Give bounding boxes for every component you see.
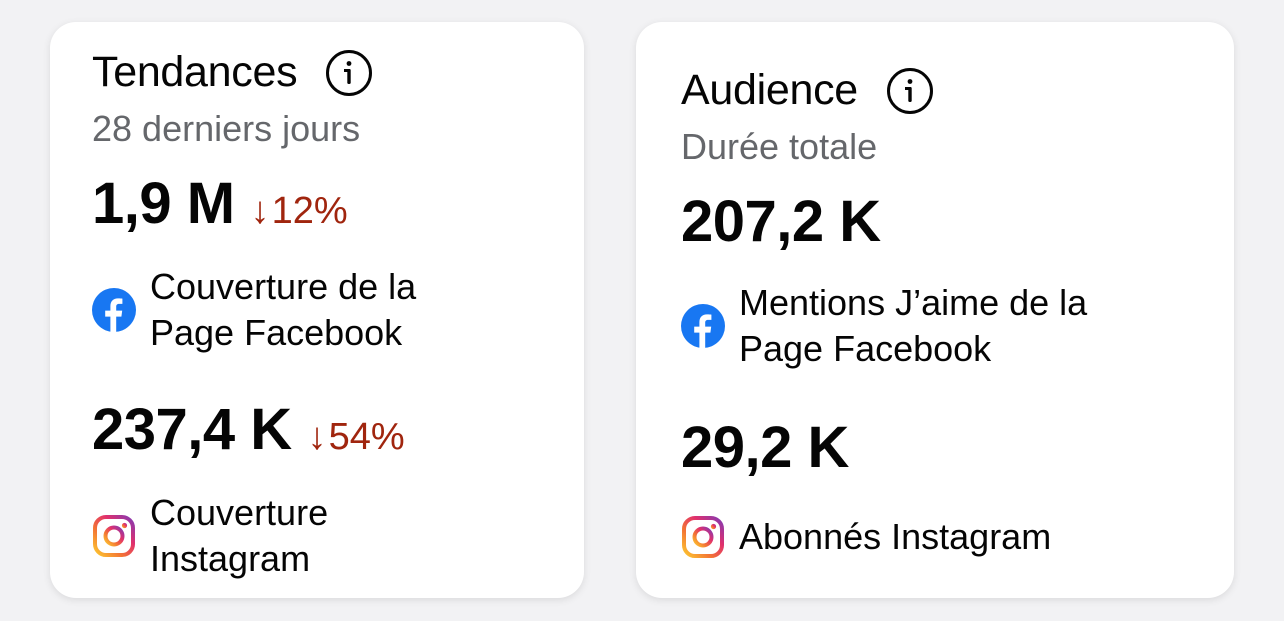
instagram-icon — [92, 514, 136, 558]
metric-facebook-likes: 207,2 K — [681, 188, 881, 255]
metric-delta: ↓ 54% — [308, 416, 405, 459]
instagram-icon — [681, 515, 725, 559]
metric-label: Couverture Instagram — [150, 490, 328, 582]
metric-instagram-reach: 237,4 K ↓ 54% — [92, 396, 405, 463]
metric-value: 207,2 K — [681, 189, 881, 254]
metric-label-row: Couverture de la Page Facebook — [92, 264, 416, 356]
label-line: Couverture de la — [150, 266, 417, 307]
facebook-icon — [681, 304, 725, 348]
card-header: Audience — [681, 66, 934, 115]
card-subtitle: Durée totale — [681, 126, 878, 167]
info-icon[interactable] — [325, 49, 373, 97]
metric-delta: ↓ 12% — [251, 190, 348, 233]
trends-card[interactable]: Tendances 28 derniers jours 1,9 M ↓ 12% … — [50, 22, 584, 598]
info-icon[interactable] — [886, 67, 934, 115]
metric-instagram-followers: 29,2 K — [681, 414, 849, 481]
card-title: Audience — [681, 66, 858, 114]
metric-facebook-reach: 1,9 M ↓ 12% — [92, 170, 348, 237]
metric-label: Abonnés Instagram — [739, 514, 1051, 560]
label-line: Mentions J’aime de la — [739, 282, 1088, 323]
audience-card[interactable]: Audience Durée totale 207,2 K Mentions J… — [636, 22, 1234, 598]
metric-label-row: Mentions J’aime de la Page Facebook — [681, 280, 1087, 372]
label-line: Page Facebook — [739, 328, 992, 369]
facebook-icon — [92, 288, 136, 332]
card-header: Tendances — [92, 48, 373, 97]
arrow-down-icon: ↓ — [307, 416, 327, 458]
metric-value: 29,2 K — [681, 415, 849, 480]
label-line: Abonnés Instagram — [739, 516, 1052, 557]
label-line: Page Facebook — [150, 312, 403, 353]
metric-value: 1,9 M — [92, 171, 235, 236]
metric-label-row: Abonnés Instagram — [681, 514, 1051, 560]
delta-value: 12% — [271, 190, 348, 232]
metric-label: Couverture de la Page Facebook — [150, 264, 416, 356]
card-subtitle: 28 derniers jours — [92, 108, 361, 149]
arrow-down-icon: ↓ — [250, 190, 270, 232]
metric-label: Mentions J’aime de la Page Facebook — [739, 280, 1087, 372]
card-title: Tendances — [92, 48, 298, 96]
delta-value: 54% — [328, 416, 405, 458]
label-line: Instagram — [150, 538, 311, 579]
metric-label-row: Couverture Instagram — [92, 490, 328, 582]
metric-value: 237,4 K — [92, 397, 292, 462]
label-line: Couverture — [150, 492, 329, 533]
